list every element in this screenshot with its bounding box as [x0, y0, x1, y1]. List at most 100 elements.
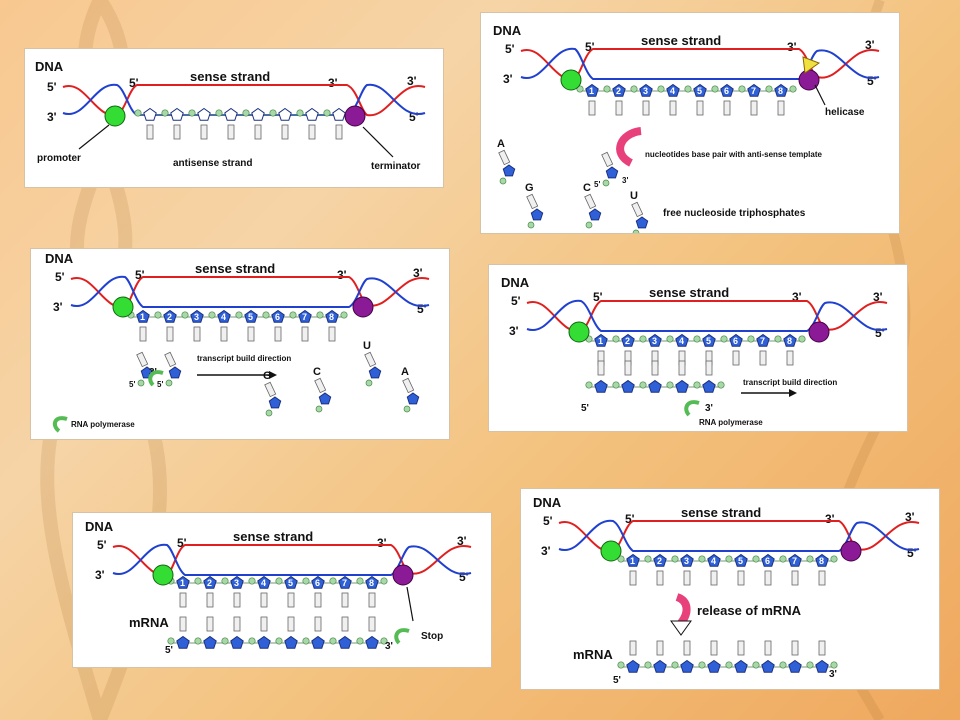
terminator: [352, 296, 374, 318]
nucleotide-number: 1: [140, 312, 145, 322]
nucleotide-sugar: [747, 83, 761, 97]
nucleotide-base: [791, 640, 799, 656]
nucleotide-sugar: [332, 107, 346, 121]
antisense-strand: [112, 543, 472, 576]
rna-polymerase-arrow-icon: [684, 400, 700, 417]
nucleotide-number: 3: [643, 86, 648, 96]
mrna-chain: [585, 360, 725, 393]
nucleotide-base: [164, 351, 177, 368]
promoter-pointer: [78, 124, 110, 150]
terminator: [808, 321, 830, 343]
phosphate-group: [154, 311, 162, 319]
nucleotide-sugar: [588, 208, 602, 221]
phosphate-group: [644, 555, 652, 563]
nucleotide-number: 3: [652, 336, 657, 346]
phosphate-group: [499, 177, 507, 185]
phosphate-group: [265, 409, 273, 417]
promoter-label: promoter: [37, 153, 81, 164]
right-3-label: 3': [873, 290, 883, 304]
nucleotide-sugar: [788, 659, 802, 673]
phosphate-group: [698, 661, 706, 669]
nucleotide-number: 8: [819, 556, 824, 566]
antisense-strand: [70, 275, 430, 308]
nucleotide-sugar: [729, 333, 743, 347]
nucleotide-sugar: [783, 333, 797, 347]
nucleotide-base: [710, 570, 718, 586]
right-5-label: 5': [409, 110, 419, 124]
antisense-3-label: 3': [95, 568, 105, 582]
free-nucleotide-a: A: [401, 366, 420, 413]
pairing-arrow-icon: [616, 127, 642, 167]
nucleotide-sugar: [594, 379, 608, 393]
nucleotide-base: [308, 124, 316, 140]
phosphate-group: [644, 661, 652, 669]
nucleotide-base: [179, 592, 187, 608]
nucleotide-number: 6: [724, 86, 729, 96]
nucleotide-letter: C: [313, 366, 321, 378]
bubble-5-label: 5': [625, 512, 635, 526]
antisense-strand: [558, 519, 920, 552]
pairing-nucleotide: 5' 3': [594, 151, 628, 189]
nucleotide-base: [314, 377, 327, 394]
phosphate-group: [380, 577, 388, 585]
right-5-label: 5': [459, 570, 469, 584]
nucleotide-base: [335, 124, 343, 140]
phosphate-group: [698, 555, 706, 563]
nucleotide-number: 2: [625, 336, 630, 346]
nucleotide-sugar: [168, 366, 182, 379]
phosphate-group: [188, 109, 196, 117]
pairing-label: nucleotides base pair with anti-sense te…: [645, 150, 822, 159]
nucleotide-base: [328, 326, 336, 342]
nucleotide-sugar: [702, 333, 716, 347]
phosphate-group: [806, 661, 814, 669]
phosphate-group: [167, 637, 175, 645]
sense-5-label: 5': [97, 538, 107, 552]
promoter: [112, 296, 134, 318]
nucleotide-number: 2: [616, 86, 621, 96]
phosphate-group: [711, 85, 719, 93]
sense-strand-label: sense strand: [233, 529, 313, 544]
dna-label: DNA: [45, 251, 74, 266]
sense-5-label: 5': [505, 42, 515, 56]
phosphate-group: [774, 335, 782, 343]
phosphate-group: [717, 381, 725, 389]
right-5-label: 5': [867, 74, 877, 88]
phosphate-group: [208, 311, 216, 319]
sense-strand: [520, 48, 880, 81]
antisense-3-label: 3': [47, 110, 57, 124]
nucleotide-sugar: [257, 575, 271, 589]
helicase-pointer: [814, 84, 826, 106]
nucleotide-number: 8: [787, 336, 792, 346]
antisense-3-label: 3': [541, 544, 551, 558]
transcript-nucleotide-2: 5': [157, 351, 182, 389]
phosphate-group: [585, 381, 593, 389]
phosphate-group: [798, 335, 806, 343]
promoter: [568, 321, 590, 343]
phosphate-group: [262, 311, 270, 319]
nucleotide-sugar: [368, 366, 382, 379]
nucleotide-number: 4: [221, 312, 226, 322]
nucleotide-base: [723, 100, 731, 116]
panel-2-helicase: DNA 5' 3' 5' sense strand 3' 3' 5' 1 2 3 4 5…: [480, 12, 900, 234]
phosphate-group: [315, 405, 323, 413]
nucleotide-sugar: [707, 659, 721, 673]
nucleotide-sugar: [680, 659, 694, 673]
phosphate-group: [830, 555, 838, 563]
stop-pointer: [406, 586, 414, 622]
nucleotide-sugar: [305, 107, 319, 121]
nucleotide-sugar: [176, 635, 190, 649]
promoter: [104, 105, 126, 127]
nucleotide-sugar: [251, 107, 265, 121]
nucleotide-number: 4: [679, 336, 684, 346]
bubble-3-label: 3': [825, 512, 835, 526]
nucleotide-base: [206, 592, 214, 608]
transcript-5-label: 5': [581, 403, 589, 414]
dna-label: DNA: [85, 519, 114, 534]
nucleotide-number: 1: [180, 578, 185, 588]
strand-5-label: 5': [594, 180, 600, 189]
nucleotide-sugar: [788, 553, 802, 567]
nucleotide-sugar: [585, 83, 599, 97]
phosphate-group: [194, 577, 202, 585]
phosphate-group: [340, 311, 348, 319]
phosphate-group: [137, 379, 145, 387]
